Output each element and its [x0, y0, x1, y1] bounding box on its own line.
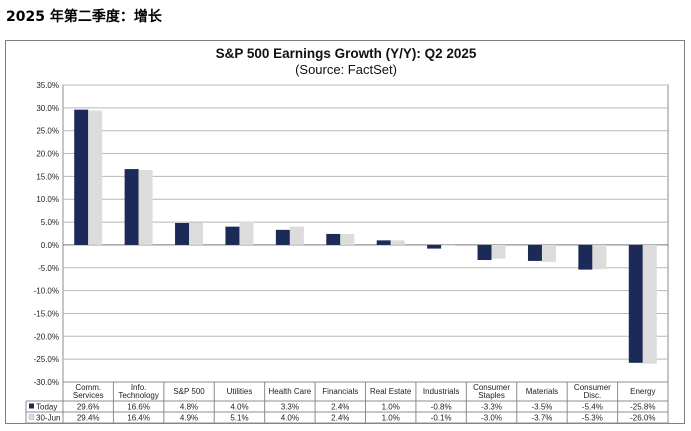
- y-tick-label: 15.0%: [36, 172, 59, 181]
- data-label: -3.0%: [481, 414, 502, 423]
- data-label: 2.4%: [331, 414, 349, 423]
- data-label: 3.3%: [281, 403, 299, 412]
- category-label: Real Estate: [370, 387, 412, 396]
- chart-subtitle: (Source: FactSet): [295, 62, 397, 77]
- bar-today: [225, 226, 240, 245]
- data-label: -25.8%: [630, 403, 655, 412]
- y-tick-label: -15.0%: [34, 309, 59, 318]
- category-label: Consumer: [473, 383, 510, 392]
- category-label: Financials: [322, 387, 358, 396]
- data-label: -5.4%: [582, 403, 603, 412]
- category-label: Comm.: [75, 383, 101, 392]
- legend-label: Today: [36, 403, 57, 412]
- bar-30-jun: [239, 221, 254, 245]
- bar-30-jun: [390, 240, 405, 245]
- bar-today: [527, 244, 542, 261]
- y-tick-label: 5.0%: [41, 218, 59, 227]
- y-tick-label: 10.0%: [36, 195, 59, 204]
- category-label: Services: [73, 391, 104, 400]
- gridlines: [62, 84, 669, 383]
- data-label: 16.6%: [127, 403, 150, 412]
- y-tick-label: 25.0%: [36, 127, 59, 136]
- data-label: 16.4%: [127, 414, 150, 423]
- category-label: Health Care: [269, 387, 312, 396]
- data-label: -5.3%: [582, 414, 603, 423]
- legend-key: [28, 414, 35, 420]
- y-tick-label: 30.0%: [36, 104, 59, 113]
- y-tick-label: 0.0%: [41, 241, 59, 250]
- data-label: -0.1%: [431, 414, 452, 423]
- bar-30-jun: [592, 244, 607, 270]
- bar-today: [477, 244, 492, 261]
- bar-30-jun: [189, 222, 204, 245]
- chart-title: S&P 500 Earnings Growth (Y/Y): Q2 2025: [216, 46, 477, 61]
- bar-30-jun: [340, 233, 355, 245]
- legend-label: 30-Jun: [36, 414, 60, 423]
- data-label: 4.9%: [180, 414, 198, 423]
- bar-30-jun: [138, 169, 153, 245]
- bars: [74, 109, 657, 364]
- data-label: 4.8%: [180, 403, 198, 412]
- data-label: -3.5%: [532, 403, 553, 412]
- bar-30-jun: [289, 226, 304, 245]
- category-label: Industrials: [423, 387, 459, 396]
- category-label: Technology: [118, 391, 158, 400]
- bar-30-jun: [88, 110, 103, 245]
- data-label: -3.3%: [481, 403, 502, 412]
- category-label: Utilities: [227, 387, 253, 396]
- data-label: 4.0%: [230, 403, 248, 412]
- earnings-growth-chart: S&P 500 Earnings Growth (Y/Y): Q2 2025 (…: [25, 46, 669, 424]
- y-tick-label: 35.0%: [36, 81, 59, 90]
- y-tick-label: 20.0%: [36, 150, 59, 159]
- data-label: -3.7%: [532, 414, 553, 423]
- bar-today: [578, 244, 593, 270]
- bar-today: [74, 109, 89, 245]
- data-label: 4.0%: [281, 414, 299, 423]
- data-label: 1.0%: [382, 414, 400, 423]
- data-label: 29.4%: [77, 414, 100, 423]
- bar-today: [427, 244, 442, 249]
- bar-today: [376, 240, 391, 245]
- y-tick-label: -25.0%: [34, 355, 59, 364]
- legend-key: [29, 403, 34, 409]
- data-label: -26.0%: [630, 414, 655, 423]
- category-label: Energy: [630, 387, 655, 396]
- data-label: 2.4%: [331, 403, 349, 412]
- category-label: S&P 500: [173, 387, 205, 396]
- bar-30-jun: [642, 244, 657, 364]
- bar-today: [275, 229, 290, 245]
- y-tick-label: -10.0%: [34, 287, 59, 296]
- data-label: 1.0%: [382, 403, 400, 412]
- chart-frame: S&P 500 Earnings Growth (Y/Y): Q2 2025 (…: [5, 40, 685, 424]
- y-tick-label: -30.0%: [34, 378, 59, 387]
- bar-30-jun: [491, 244, 506, 259]
- data-label: 29.6%: [77, 403, 100, 412]
- data-label: -0.8%: [431, 403, 452, 412]
- category-label: Consumer: [574, 383, 611, 392]
- category-label: Staples: [478, 391, 505, 400]
- bar-30-jun: [541, 244, 556, 262]
- category-label: Materials: [526, 387, 558, 396]
- data-table: Comm.Services Info.Technology S&P 500 Utili…: [25, 381, 669, 424]
- category-label: Disc.: [583, 391, 601, 400]
- data-label: 5.1%: [230, 414, 248, 423]
- y-tick-label: -5.0%: [38, 264, 59, 273]
- bar-today: [628, 244, 643, 363]
- bar-today: [175, 222, 190, 245]
- bar-today: [326, 233, 341, 245]
- bar-30-jun: [441, 244, 456, 246]
- y-axis: 35.0% 30.0% 25.0% 20.0% 15.0% 10.0% 5.0% 0.0% -5…: [34, 81, 59, 387]
- y-tick-label: -20.0%: [34, 332, 59, 341]
- page-heading: 2025 年第二季度：增长: [6, 9, 162, 25]
- plot-area-border: [62, 84, 669, 383]
- category-label: Info.: [131, 383, 147, 392]
- bar-today: [124, 169, 139, 245]
